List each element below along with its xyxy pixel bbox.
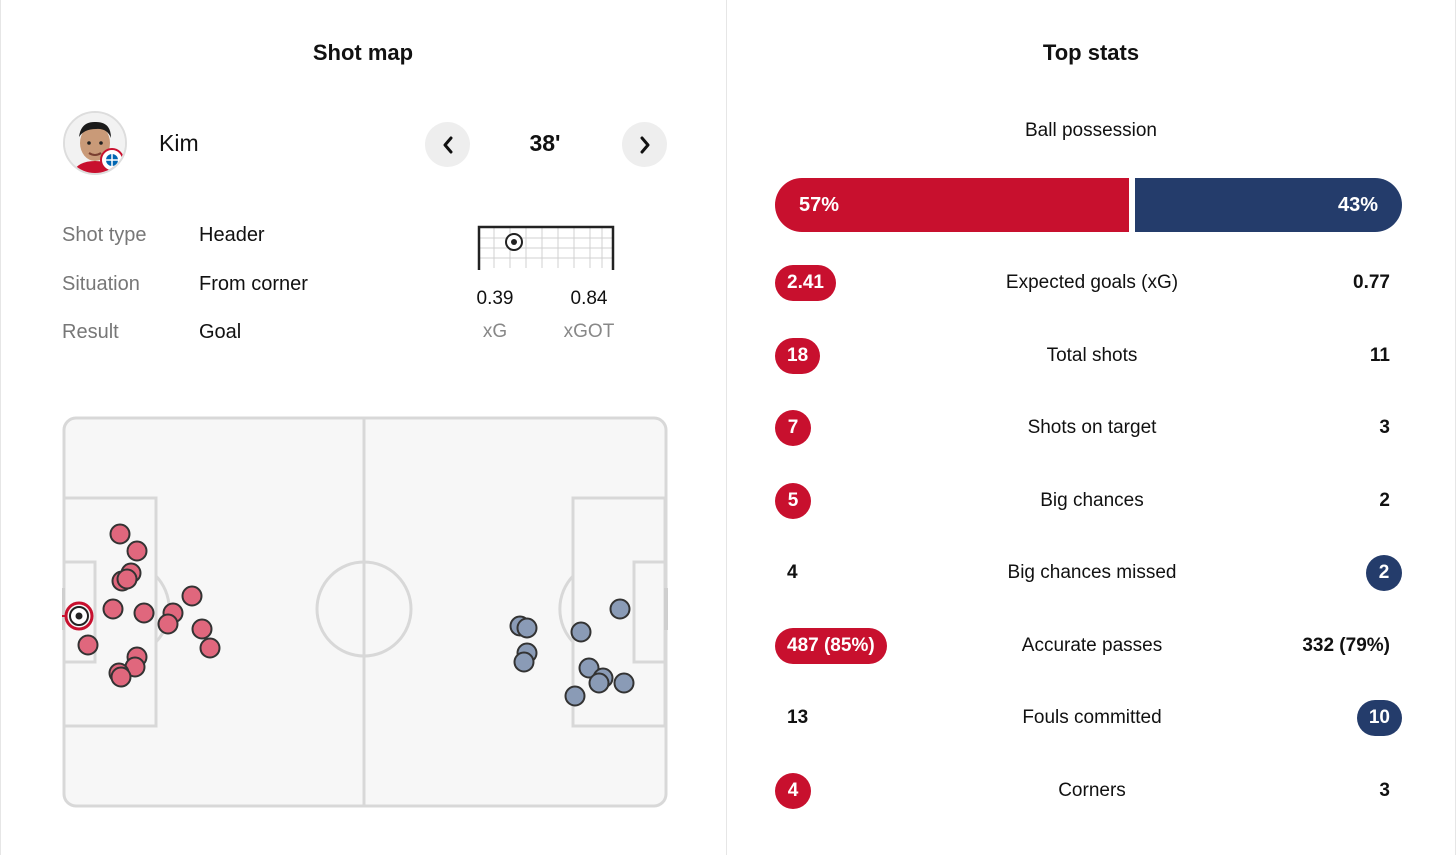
next-shot-button[interactable]	[622, 122, 667, 167]
pitch	[62, 416, 668, 808]
stat-row: 5 Big chances 2	[727, 481, 1456, 521]
stat-name: Expected goals (xG)	[1005, 272, 1179, 293]
player-photo-icon	[65, 113, 125, 173]
shot-marker[interactable]	[199, 637, 221, 659]
possession-away-bar: 43%	[1135, 178, 1402, 232]
stat-home-value: 487 (85%)	[775, 628, 887, 664]
top-stats-panel: Top stats Ball possession 57% 43% 2.41 Ex…	[726, 0, 1456, 855]
xg-label: xG	[482, 321, 508, 342]
player-avatar[interactable]	[63, 111, 127, 175]
stat-away-value: 3	[1379, 417, 1390, 438]
xgot-label: xGOT	[563, 321, 615, 342]
chevron-left-icon	[443, 136, 452, 153]
previous-shot-button[interactable]	[425, 122, 470, 167]
shot-marker[interactable]	[613, 672, 635, 694]
away-shots	[509, 598, 635, 707]
possession-home-bar: 57%	[775, 178, 1129, 232]
stat-row: 4 Big chances missed 2	[727, 553, 1456, 593]
stat-home-value: 4	[775, 773, 811, 809]
shot-marker[interactable]	[609, 598, 631, 620]
shot-marker[interactable]	[102, 598, 124, 620]
situation-value: From corner	[199, 273, 308, 295]
stat-away-value: 2	[1366, 555, 1402, 591]
chevron-right-icon	[640, 136, 649, 153]
stat-home-value: 5	[775, 483, 811, 519]
goal-ball-icon	[505, 233, 523, 251]
stat-away-value: 3	[1379, 780, 1390, 801]
player-name[interactable]: Kim	[159, 130, 199, 156]
top-stats-title: Top stats	[1042, 40, 1140, 65]
shot-marker[interactable]	[109, 523, 131, 545]
result-label: Result	[62, 321, 119, 343]
stat-row: 487 (85%) Accurate passes 332 (79%)	[727, 626, 1456, 666]
possession-label: Ball possession	[1024, 120, 1158, 141]
stat-row: 13 Fouls committed 10	[727, 698, 1456, 738]
stat-row: 2.41 Expected goals (xG) 0.77	[727, 263, 1456, 303]
shot-marker[interactable]	[578, 657, 600, 679]
stat-away-value: 11	[1369, 345, 1390, 366]
stat-away-value: 2	[1379, 490, 1390, 511]
xgot-value: 0.84	[570, 288, 608, 309]
stat-name: Big chances	[1040, 490, 1144, 511]
stat-home-value: 13	[787, 707, 809, 728]
shot-marker[interactable]	[126, 540, 148, 562]
stat-home-value: 4	[787, 562, 798, 583]
stat-row: 4 Corners 3	[727, 771, 1456, 811]
shot-marker[interactable]	[77, 634, 99, 656]
stat-row: 18 Total shots 11	[727, 336, 1456, 376]
stat-home-value: 2.41	[775, 265, 836, 301]
situation-label: Situation	[62, 273, 140, 295]
stat-away-value: 332 (79%)	[1302, 635, 1390, 656]
stat-away-value: 10	[1356, 700, 1402, 736]
stat-home-value: 18	[775, 338, 821, 374]
shot-marker[interactable]	[116, 568, 138, 590]
stat-name: Shots on target	[1027, 417, 1157, 438]
stat-name: Total shots	[1046, 345, 1138, 366]
shot-marker[interactable]	[513, 651, 535, 673]
home-shots	[77, 523, 221, 688]
shot-marker[interactable]	[110, 666, 132, 688]
shot-marker[interactable]	[133, 602, 155, 624]
selected-shot[interactable]	[62, 601, 94, 631]
result-value: Goal	[199, 321, 242, 343]
shot-marker[interactable]	[516, 617, 538, 639]
shot-marker[interactable]	[564, 685, 586, 707]
shot-map-title: Shot map	[312, 40, 414, 65]
shot-type-value: Header	[199, 224, 265, 246]
stat-name: Accurate passes	[1021, 635, 1163, 656]
shot-map-panel: Shot map Kim 38' Shot type Header Situat…	[0, 0, 725, 855]
stat-row: 7 Shots on target 3	[727, 408, 1456, 448]
shot-marker[interactable]	[588, 672, 610, 694]
shot-marker[interactable]	[570, 621, 592, 643]
goal-frame	[476, 224, 616, 277]
shot-marker[interactable]	[191, 618, 213, 640]
shot-type-label: Shot type	[62, 224, 147, 246]
shot-marker[interactable]	[157, 613, 179, 635]
xg-value: 0.39	[476, 288, 514, 309]
stat-name: Fouls committed	[1022, 707, 1162, 728]
stat-away-value: 0.77	[1353, 272, 1390, 293]
stat-name: Big chances missed	[1007, 562, 1177, 583]
shot-minute: 38'	[529, 130, 561, 156]
stat-name: Corners	[1058, 780, 1126, 801]
stat-home-value: 7	[775, 410, 811, 446]
shot-marker[interactable]	[181, 585, 203, 607]
